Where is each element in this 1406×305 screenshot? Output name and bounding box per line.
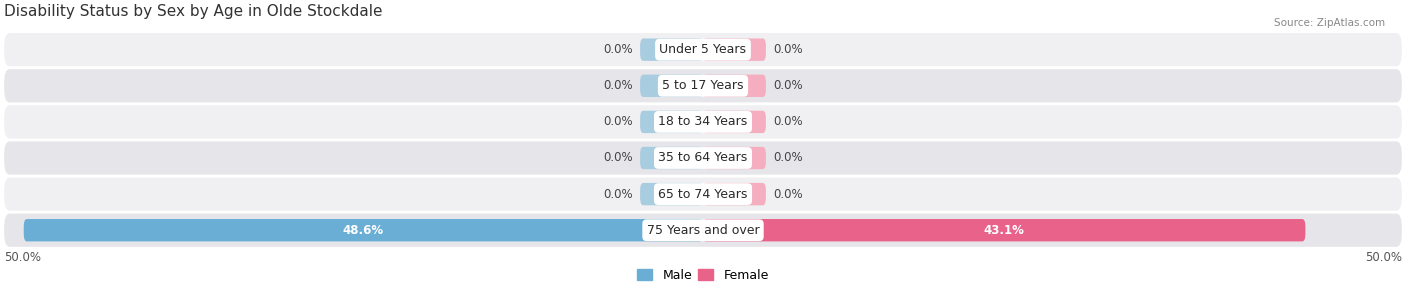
FancyBboxPatch shape bbox=[703, 147, 766, 169]
FancyBboxPatch shape bbox=[703, 75, 766, 97]
Text: 65 to 74 Years: 65 to 74 Years bbox=[658, 188, 748, 201]
FancyBboxPatch shape bbox=[703, 38, 766, 61]
Text: 48.6%: 48.6% bbox=[343, 224, 384, 237]
FancyBboxPatch shape bbox=[640, 183, 703, 205]
FancyBboxPatch shape bbox=[24, 219, 703, 242]
Text: 50.0%: 50.0% bbox=[1365, 251, 1402, 264]
Text: Source: ZipAtlas.com: Source: ZipAtlas.com bbox=[1274, 18, 1385, 28]
Text: 0.0%: 0.0% bbox=[773, 79, 803, 92]
FancyBboxPatch shape bbox=[4, 178, 1402, 211]
Text: 0.0%: 0.0% bbox=[773, 43, 803, 56]
Text: 0.0%: 0.0% bbox=[773, 152, 803, 164]
Text: 0.0%: 0.0% bbox=[603, 79, 633, 92]
Text: Under 5 Years: Under 5 Years bbox=[659, 43, 747, 56]
FancyBboxPatch shape bbox=[4, 33, 1402, 66]
FancyBboxPatch shape bbox=[703, 183, 766, 205]
FancyBboxPatch shape bbox=[4, 69, 1402, 102]
FancyBboxPatch shape bbox=[4, 142, 1402, 174]
FancyBboxPatch shape bbox=[640, 147, 703, 169]
FancyBboxPatch shape bbox=[703, 111, 766, 133]
Text: 50.0%: 50.0% bbox=[4, 251, 41, 264]
Text: 0.0%: 0.0% bbox=[603, 115, 633, 128]
FancyBboxPatch shape bbox=[4, 105, 1402, 138]
FancyBboxPatch shape bbox=[703, 219, 1305, 242]
Text: Disability Status by Sex by Age in Olde Stockdale: Disability Status by Sex by Age in Olde … bbox=[4, 4, 382, 19]
FancyBboxPatch shape bbox=[640, 111, 703, 133]
Text: 0.0%: 0.0% bbox=[603, 152, 633, 164]
Text: 0.0%: 0.0% bbox=[773, 188, 803, 201]
Text: 0.0%: 0.0% bbox=[603, 188, 633, 201]
Text: 0.0%: 0.0% bbox=[773, 115, 803, 128]
FancyBboxPatch shape bbox=[4, 214, 1402, 247]
Text: 18 to 34 Years: 18 to 34 Years bbox=[658, 115, 748, 128]
FancyBboxPatch shape bbox=[640, 38, 703, 61]
Text: 43.1%: 43.1% bbox=[984, 224, 1025, 237]
FancyBboxPatch shape bbox=[640, 75, 703, 97]
Text: 5 to 17 Years: 5 to 17 Years bbox=[662, 79, 744, 92]
Text: 0.0%: 0.0% bbox=[603, 43, 633, 56]
Legend: Male, Female: Male, Female bbox=[633, 264, 773, 287]
Text: 35 to 64 Years: 35 to 64 Years bbox=[658, 152, 748, 164]
Text: 75 Years and over: 75 Years and over bbox=[647, 224, 759, 237]
